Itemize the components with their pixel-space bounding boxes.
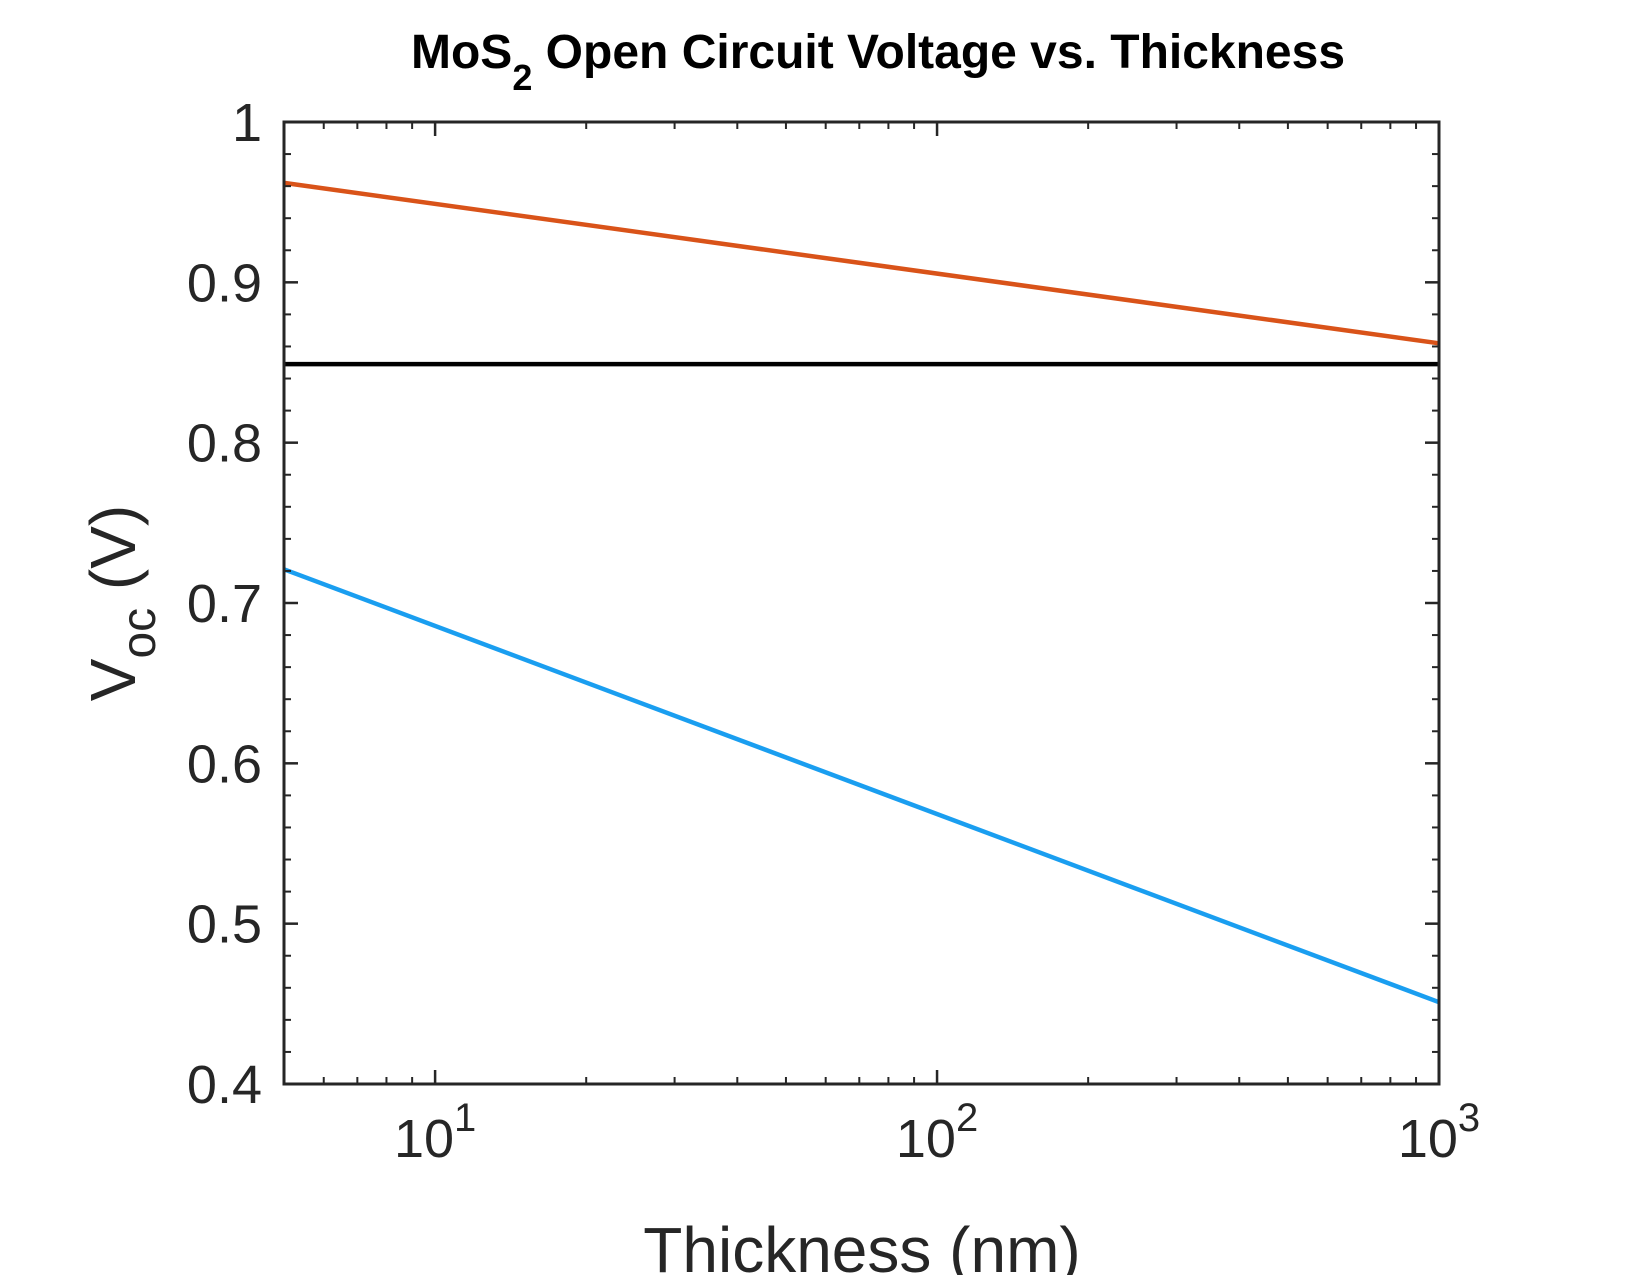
x-tick-label-exponent: 1 (454, 1096, 476, 1140)
series-layer (283, 180, 1440, 1005)
y-tick-label-7: 1 (232, 93, 262, 153)
y-tick-label-3: 0.6 (187, 734, 262, 794)
y-tick-label-4: 0.7 (187, 574, 262, 634)
x-tick-label-exponent: 3 (1458, 1096, 1480, 1140)
chart-title-prefix: MoS (411, 26, 512, 79)
y-axis-label-subscript: oc (113, 608, 166, 659)
y-tick-label-6: 0.9 (187, 253, 262, 313)
x-axis-label: Thickness (nm) (643, 1214, 1080, 1275)
y-tick-labels: 0.4 0.5 0.6 0.7 0.8 0.9 1 (187, 93, 262, 1115)
plot-frame (282, 120, 1441, 1086)
x-tick-label-1: 101 (394, 1096, 476, 1169)
chart-title-suffix: Open Circuit Voltage vs. Thickness (532, 26, 1345, 79)
chart-title-subscript: 2 (512, 57, 532, 98)
series-line-1 (283, 180, 1440, 346)
x-tick-label-base: 10 (1398, 1109, 1458, 1169)
x-tick-label-3: 103 (1398, 1096, 1480, 1169)
y-axis-label-suffix: (V) (77, 505, 149, 608)
y-tick-label-1: 0.4 (187, 1055, 262, 1115)
x-tick-label-base: 10 (896, 1109, 956, 1169)
y-axis-label: Voc (V) (77, 505, 166, 701)
chart-title: MoS2 Open Circuit Voltage vs. Thickness (411, 26, 1345, 98)
y-tick-label-2: 0.5 (187, 895, 262, 955)
y-tick-label-5: 0.8 (187, 414, 262, 474)
series-line-3 (283, 567, 1440, 1005)
x-tick-label-exponent: 2 (956, 1096, 978, 1140)
y-axis-label-main: V (77, 658, 149, 701)
x-tick-label-base: 10 (394, 1109, 454, 1169)
x-tick-label-2: 102 (896, 1096, 978, 1169)
x-tick-labels: 101 102 103 (394, 1096, 1480, 1169)
